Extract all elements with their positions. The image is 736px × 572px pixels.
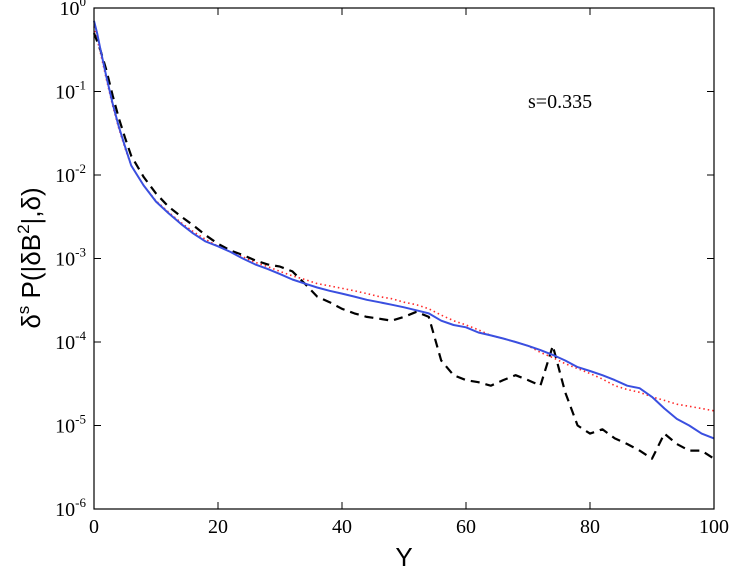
- y-axis-label-sup2: 2: [14, 224, 33, 233]
- x-axis-label: Y: [395, 542, 412, 572]
- y-axis-label: δs P(|δB2|,δ): [14, 187, 46, 328]
- y-tick-label: 10-1: [55, 78, 86, 104]
- y-tick-label: 10-5: [55, 412, 86, 438]
- y-tick-label: 10-3: [55, 245, 86, 271]
- series-line-dashed: [92, 32, 715, 460]
- y-axis-label-mid: P(|δB: [16, 234, 46, 306]
- y-tick-label: 10-6: [55, 495, 86, 521]
- y-axis-label-base: δ: [16, 314, 46, 328]
- x-tick-label: 20: [208, 516, 228, 538]
- series-layer: [92, 20, 715, 460]
- y-tick-label: 100: [60, 0, 87, 20]
- tick-layer: 0 20 40 60 80 100 10-6 10-5 10-4 10-3 10-2 10-1 100: [55, 0, 729, 538]
- y-axis-label-sup: s: [14, 306, 33, 315]
- series-line-solid: [93, 20, 715, 440]
- x-tick-label: 80: [580, 516, 600, 538]
- annotation-label: s=0.335: [528, 91, 592, 113]
- x-tick-label: 0: [89, 516, 99, 538]
- y-axis-label-end: |,δ): [16, 187, 46, 224]
- plot-frame: [93, 7, 715, 510]
- y-tick-label: 10-2: [55, 161, 86, 187]
- x-tick-label: 40: [332, 516, 352, 538]
- y-tick-label: 10-4: [55, 328, 86, 354]
- plot-area: 0 20 40 60 80 100 10-6 10-5 10-4 10-3 10-2 10-1 100: [55, 0, 729, 538]
- x-tick-label: 60: [456, 516, 476, 538]
- series-line-dotted: [93, 26, 715, 412]
- x-tick-label: 100: [699, 516, 729, 538]
